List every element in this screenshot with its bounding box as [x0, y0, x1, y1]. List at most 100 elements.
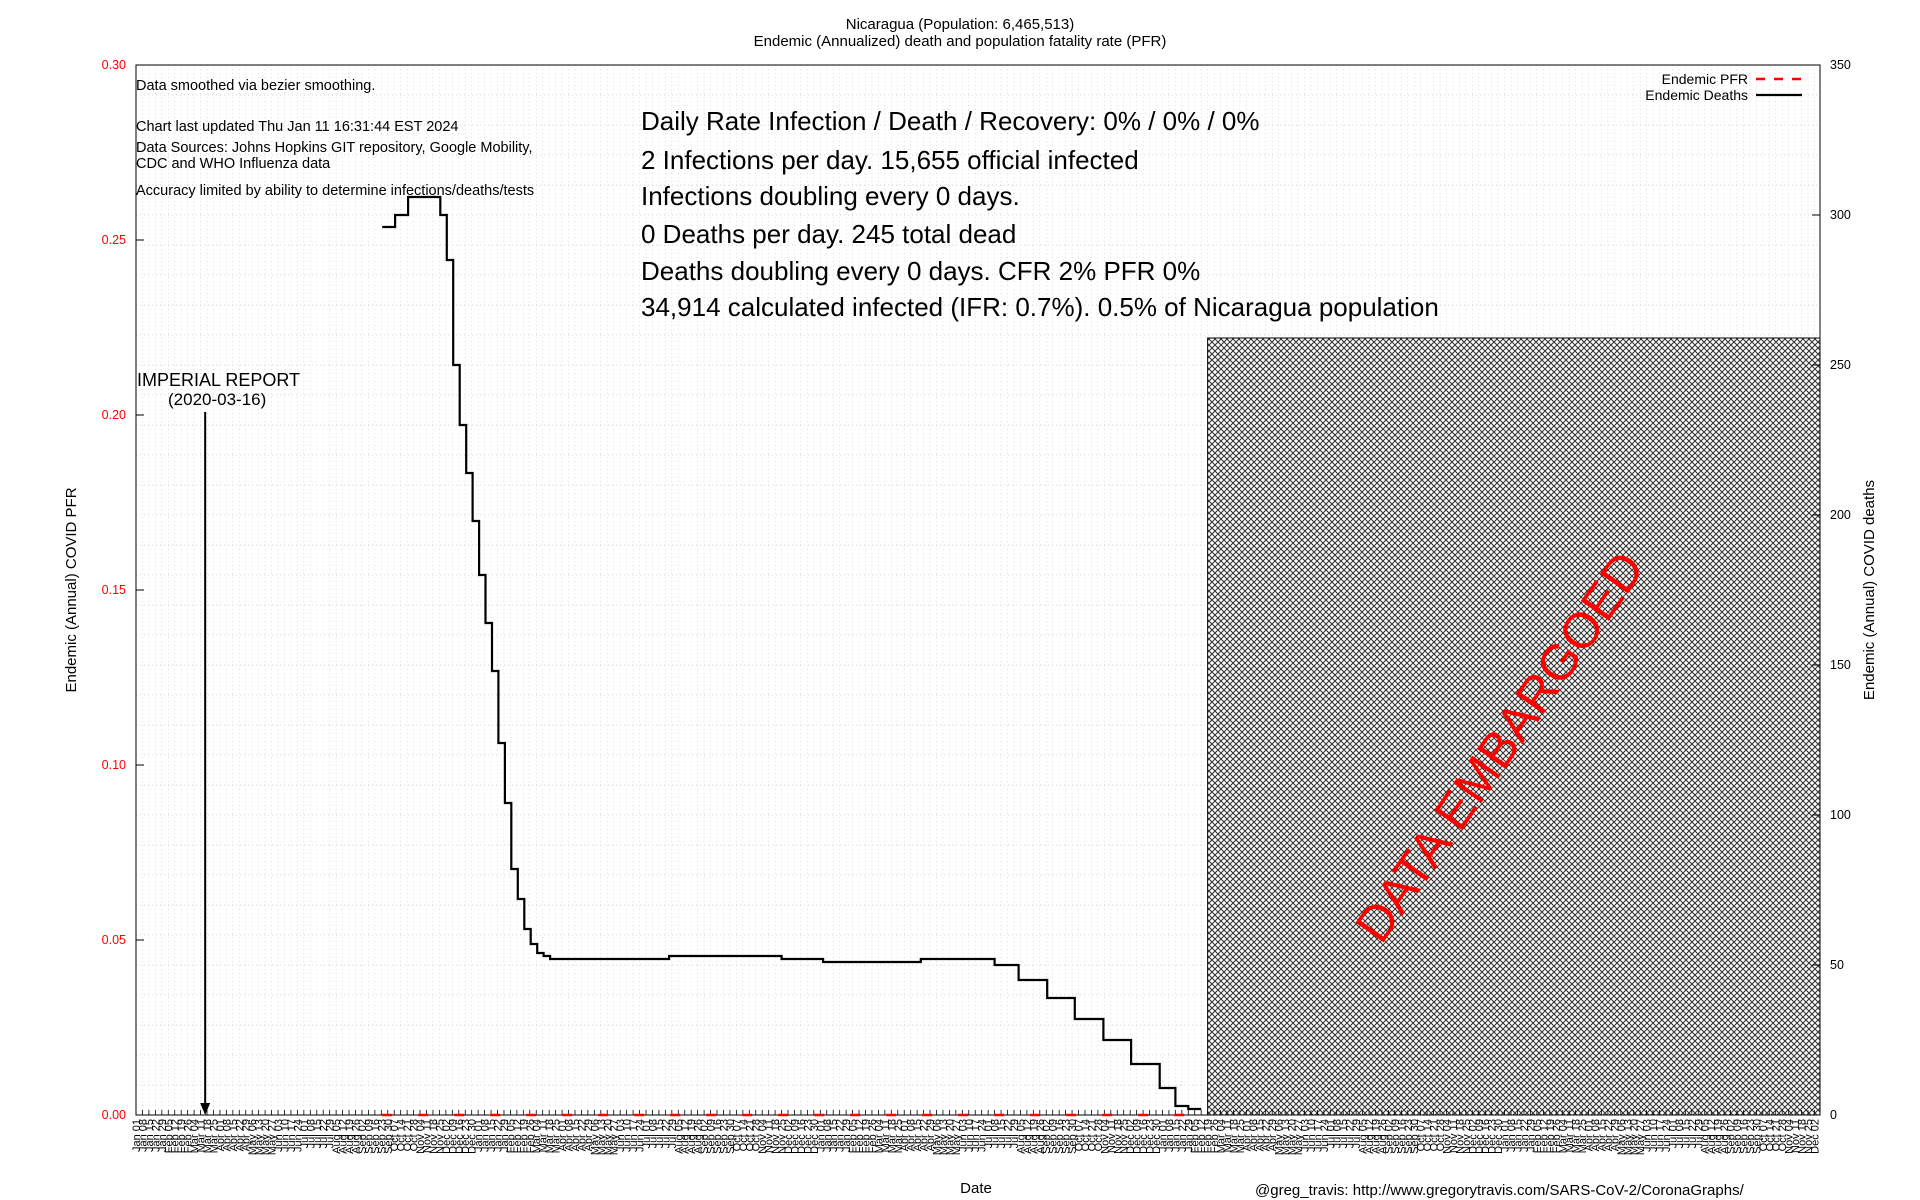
x-tick-label: Nov 18 [428, 1119, 440, 1154]
x-tick-label: Jul 29 [1351, 1119, 1363, 1148]
x-tick-label: Apr 29 [241, 1119, 253, 1151]
x-tick-label: Aug 26 [350, 1119, 362, 1154]
right-y-axis: 0 50 100 150 200 250 300 350 [1812, 58, 1851, 1122]
x-tick-label: Apr 08 [1248, 1119, 1260, 1151]
x-tick-label: Apr 01 [1584, 1119, 1596, 1151]
x-tick-label: Jun 17 [628, 1119, 640, 1152]
x-tick-label: Apr 15 [1254, 1119, 1266, 1151]
x-tick-label: Nov 25 [1461, 1119, 1473, 1154]
x-tick-label: May 13 [596, 1119, 608, 1155]
stats-line-4: 0 Deaths per day. 245 total dead [641, 219, 1017, 249]
x-tick-label: Mar 04 [189, 1119, 201, 1153]
x-tick-label: Feb 19 [176, 1119, 188, 1153]
x-tick-label: Jul 29 [325, 1119, 337, 1148]
y-right-tick-label: 200 [1830, 508, 1851, 522]
x-tick-label: Oct 21 [1086, 1119, 1098, 1151]
x-tick-label: Sep 23 [718, 1119, 730, 1154]
x-tick-label: Apr 01 [215, 1119, 227, 1151]
x-tick-label: Nov 25 [1803, 1119, 1815, 1154]
x-tick-label: May 13 [1622, 1119, 1634, 1155]
x-tick-label: Jun 17 [970, 1119, 982, 1152]
x-tick-label: Sep 16 [712, 1119, 724, 1154]
y-left-tick-label: 0.00 [102, 1108, 126, 1122]
x-tick-label: Jul 15 [312, 1119, 324, 1148]
x-tick-label: Jul 22 [1687, 1119, 1699, 1148]
x-tick-label: Aug 19 [344, 1119, 356, 1154]
x-tick-label: Jan 01 [131, 1119, 143, 1152]
x-tick-label: Sep 23 [1745, 1119, 1757, 1154]
x-tick-label: Sep 02 [1041, 1119, 1053, 1154]
x-tick-label: May 13 [938, 1119, 950, 1155]
x-tick-label: May 20 [1287, 1119, 1299, 1155]
y-right-tick-label: 50 [1830, 958, 1844, 972]
x-tick-label: Jul 01 [1325, 1119, 1337, 1148]
y-left-tick-label: 0.20 [102, 408, 126, 422]
x-tick-label: Jun 17 [286, 1119, 298, 1152]
x-tick-label: Jan 15 [144, 1119, 156, 1152]
y-right-tick-label: 250 [1830, 358, 1851, 372]
x-tick-label: Dec 02 [1467, 1119, 1479, 1154]
x-tick-label: May 27 [609, 1119, 621, 1155]
x-tick-label: Jun 24 [292, 1119, 304, 1152]
x-tick-label: Mar 25 [893, 1119, 905, 1153]
x-tick-label: Jun 10 [964, 1119, 976, 1152]
x-tick-label: Jul 08 [1332, 1119, 1344, 1148]
left-y-axis: 0.00 0.05 0.10 0.15 0.20 0.25 0.30 [102, 58, 144, 1122]
x-tick-label: Nov 11 [764, 1119, 776, 1153]
x-tick-label: Nov 11 [422, 1119, 434, 1153]
note-sources-2: CDC and WHO Influenza data [136, 156, 331, 172]
x-tick-label: Sep 30 [1067, 1119, 1079, 1154]
x-tick-label: Nov 25 [1119, 1119, 1131, 1154]
x-tick-label: Dec 02 [1125, 1119, 1137, 1154]
x-tick-label: Apr 01 [899, 1119, 911, 1151]
x-axis-label: Date [960, 1180, 992, 1197]
x-tick-label: Apr 15 [1596, 1119, 1608, 1151]
chart-subtitle: Endemic (Annualized) death and populatio… [753, 33, 1167, 50]
x-tick-label: Jun 03 [957, 1119, 969, 1152]
x-tick-label: Mar 25 [551, 1119, 563, 1153]
x-tick-label: Oct 28 [751, 1119, 763, 1151]
stats-line-2: 2 Infections per day. 15,655 official in… [641, 145, 1139, 175]
x-tick-label: Jul 22 [660, 1119, 672, 1148]
imperial-report-arrowhead [200, 1103, 211, 1115]
y-left-tick-label: 0.15 [102, 583, 126, 597]
x-tick-label: Aug 05 [1015, 1119, 1027, 1154]
embargo-region [1207, 337, 1821, 1116]
x-tick-label: Feb 26 [1551, 1119, 1563, 1153]
x-tick-label: Jul 01 [1667, 1119, 1679, 1148]
x-tick-label: Sep 16 [1054, 1119, 1066, 1154]
x-tick-label: Apr 08 [564, 1119, 576, 1151]
x-tick-label: May 06 [931, 1119, 943, 1155]
x-tick-label: Apr 08 [221, 1119, 233, 1151]
x-tick-label: May 06 [1274, 1119, 1286, 1155]
x-tick-label: Sep 16 [1396, 1119, 1408, 1154]
x-tick-label: Jun 10 [622, 1119, 634, 1152]
x-tick-label: Sep 02 [1726, 1119, 1738, 1154]
x-tick-label: Nov 25 [777, 1119, 789, 1154]
x-tick-label: Jan 22 [493, 1119, 505, 1152]
x-tick-label: Jul 08 [305, 1119, 317, 1148]
legend-deaths-label: Endemic Deaths [1645, 87, 1748, 103]
x-tick-label: Dec 02 [1809, 1119, 1821, 1154]
x-tick-label: Nov 04 [757, 1119, 769, 1154]
x-tick-label: Sep 16 [1738, 1119, 1750, 1154]
x-tick-label: Apr 01 [557, 1119, 569, 1151]
x-tick-label: Oct 07 [1758, 1119, 1770, 1151]
x-tick-label: Jul 01 [641, 1119, 653, 1148]
x-tick-label: Jul 29 [667, 1119, 679, 1148]
imperial-report-date: (2020-03-16) [168, 390, 267, 409]
x-tick-label: May 20 [260, 1119, 272, 1155]
x-tick-label: Sep 30 [725, 1119, 737, 1154]
x-tick-label: Nov 18 [1112, 1119, 1124, 1154]
x-tick-label: Nov 25 [434, 1119, 446, 1154]
x-tick-label: Jul 29 [1009, 1119, 1021, 1148]
y-axis-right-label: Endemic (Annual) COVID deaths [1861, 480, 1878, 700]
x-tick-label: Feb 19 [1545, 1119, 1557, 1153]
x-tick-label: Mar 11 [196, 1119, 208, 1152]
x-tick-label: Oct 28 [1093, 1119, 1105, 1151]
x-tick-label: Mar 25 [1235, 1119, 1247, 1153]
x-tick-label: Sep 09 [706, 1119, 718, 1154]
x-tick-label: Apr 08 [1590, 1119, 1602, 1151]
x-tick-label: Dec 09 [1132, 1119, 1144, 1154]
x-tick-label: Oct 28 [1777, 1119, 1789, 1151]
